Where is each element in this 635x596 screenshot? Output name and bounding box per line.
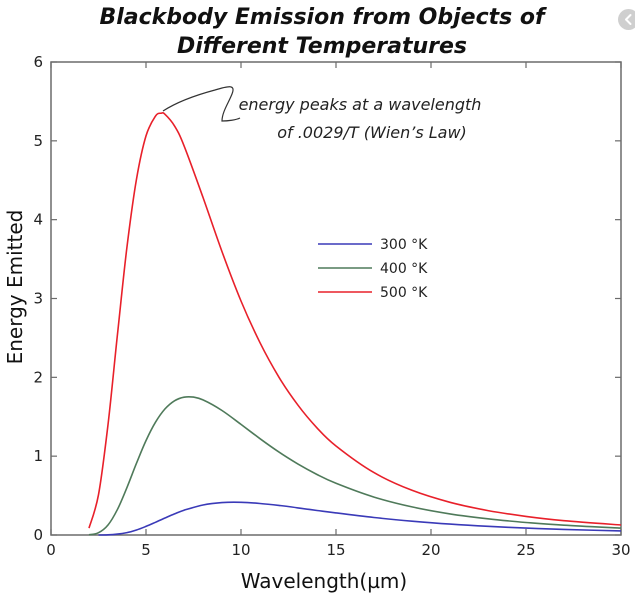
y-tick-label: 6 bbox=[33, 53, 43, 71]
annotation-line-2: of .0029/T (Wien’s Law) bbox=[277, 123, 467, 142]
legend-label: 500 °K bbox=[380, 285, 428, 301]
annotation-line-1: energy peaks at a wavelength bbox=[239, 95, 482, 114]
y-tick-label: 4 bbox=[33, 211, 43, 229]
y-tick-label: 2 bbox=[33, 368, 43, 386]
y-tick-label: 5 bbox=[33, 132, 43, 150]
chevron-left-icon bbox=[625, 14, 632, 25]
legend: 300 °K 400 °K 500 °K bbox=[318, 237, 428, 301]
axis-tick-labels: 0 5 10 15 20 25 30 0 1 2 3 4 5 6 bbox=[33, 53, 630, 559]
previous-button[interactable] bbox=[618, 9, 635, 30]
x-tick-label: 10 bbox=[231, 541, 250, 559]
chart-title-line-2: Different Temperatures bbox=[177, 34, 467, 59]
chart-title-line-1: Blackbody Emission from Objects of bbox=[99, 5, 547, 30]
series-line-500k bbox=[88, 112, 622, 529]
x-tick-label: 20 bbox=[421, 541, 440, 559]
y-axis-label: Energy Emitted bbox=[3, 210, 27, 365]
x-tick-label: 15 bbox=[326, 541, 345, 559]
x-axis-label: Wavelength(µm) bbox=[241, 569, 407, 593]
annotation-leader-line bbox=[162, 86, 241, 122]
y-tick-label: 1 bbox=[33, 447, 43, 465]
x-tick-label: 0 bbox=[46, 541, 56, 559]
legend-label: 300 °K bbox=[380, 237, 428, 253]
series-line-300k bbox=[98, 501, 622, 536]
y-tick-label: 0 bbox=[33, 526, 43, 544]
x-tick-label: 30 bbox=[611, 541, 630, 559]
legend-label: 400 °K bbox=[380, 261, 428, 277]
x-tick-label: 5 bbox=[141, 541, 151, 559]
x-tick-label: 25 bbox=[516, 541, 535, 559]
y-tick-label: 3 bbox=[33, 290, 43, 308]
series-group bbox=[88, 112, 622, 536]
series-line-400k bbox=[88, 395, 622, 536]
axis-ticks bbox=[50, 61, 622, 536]
